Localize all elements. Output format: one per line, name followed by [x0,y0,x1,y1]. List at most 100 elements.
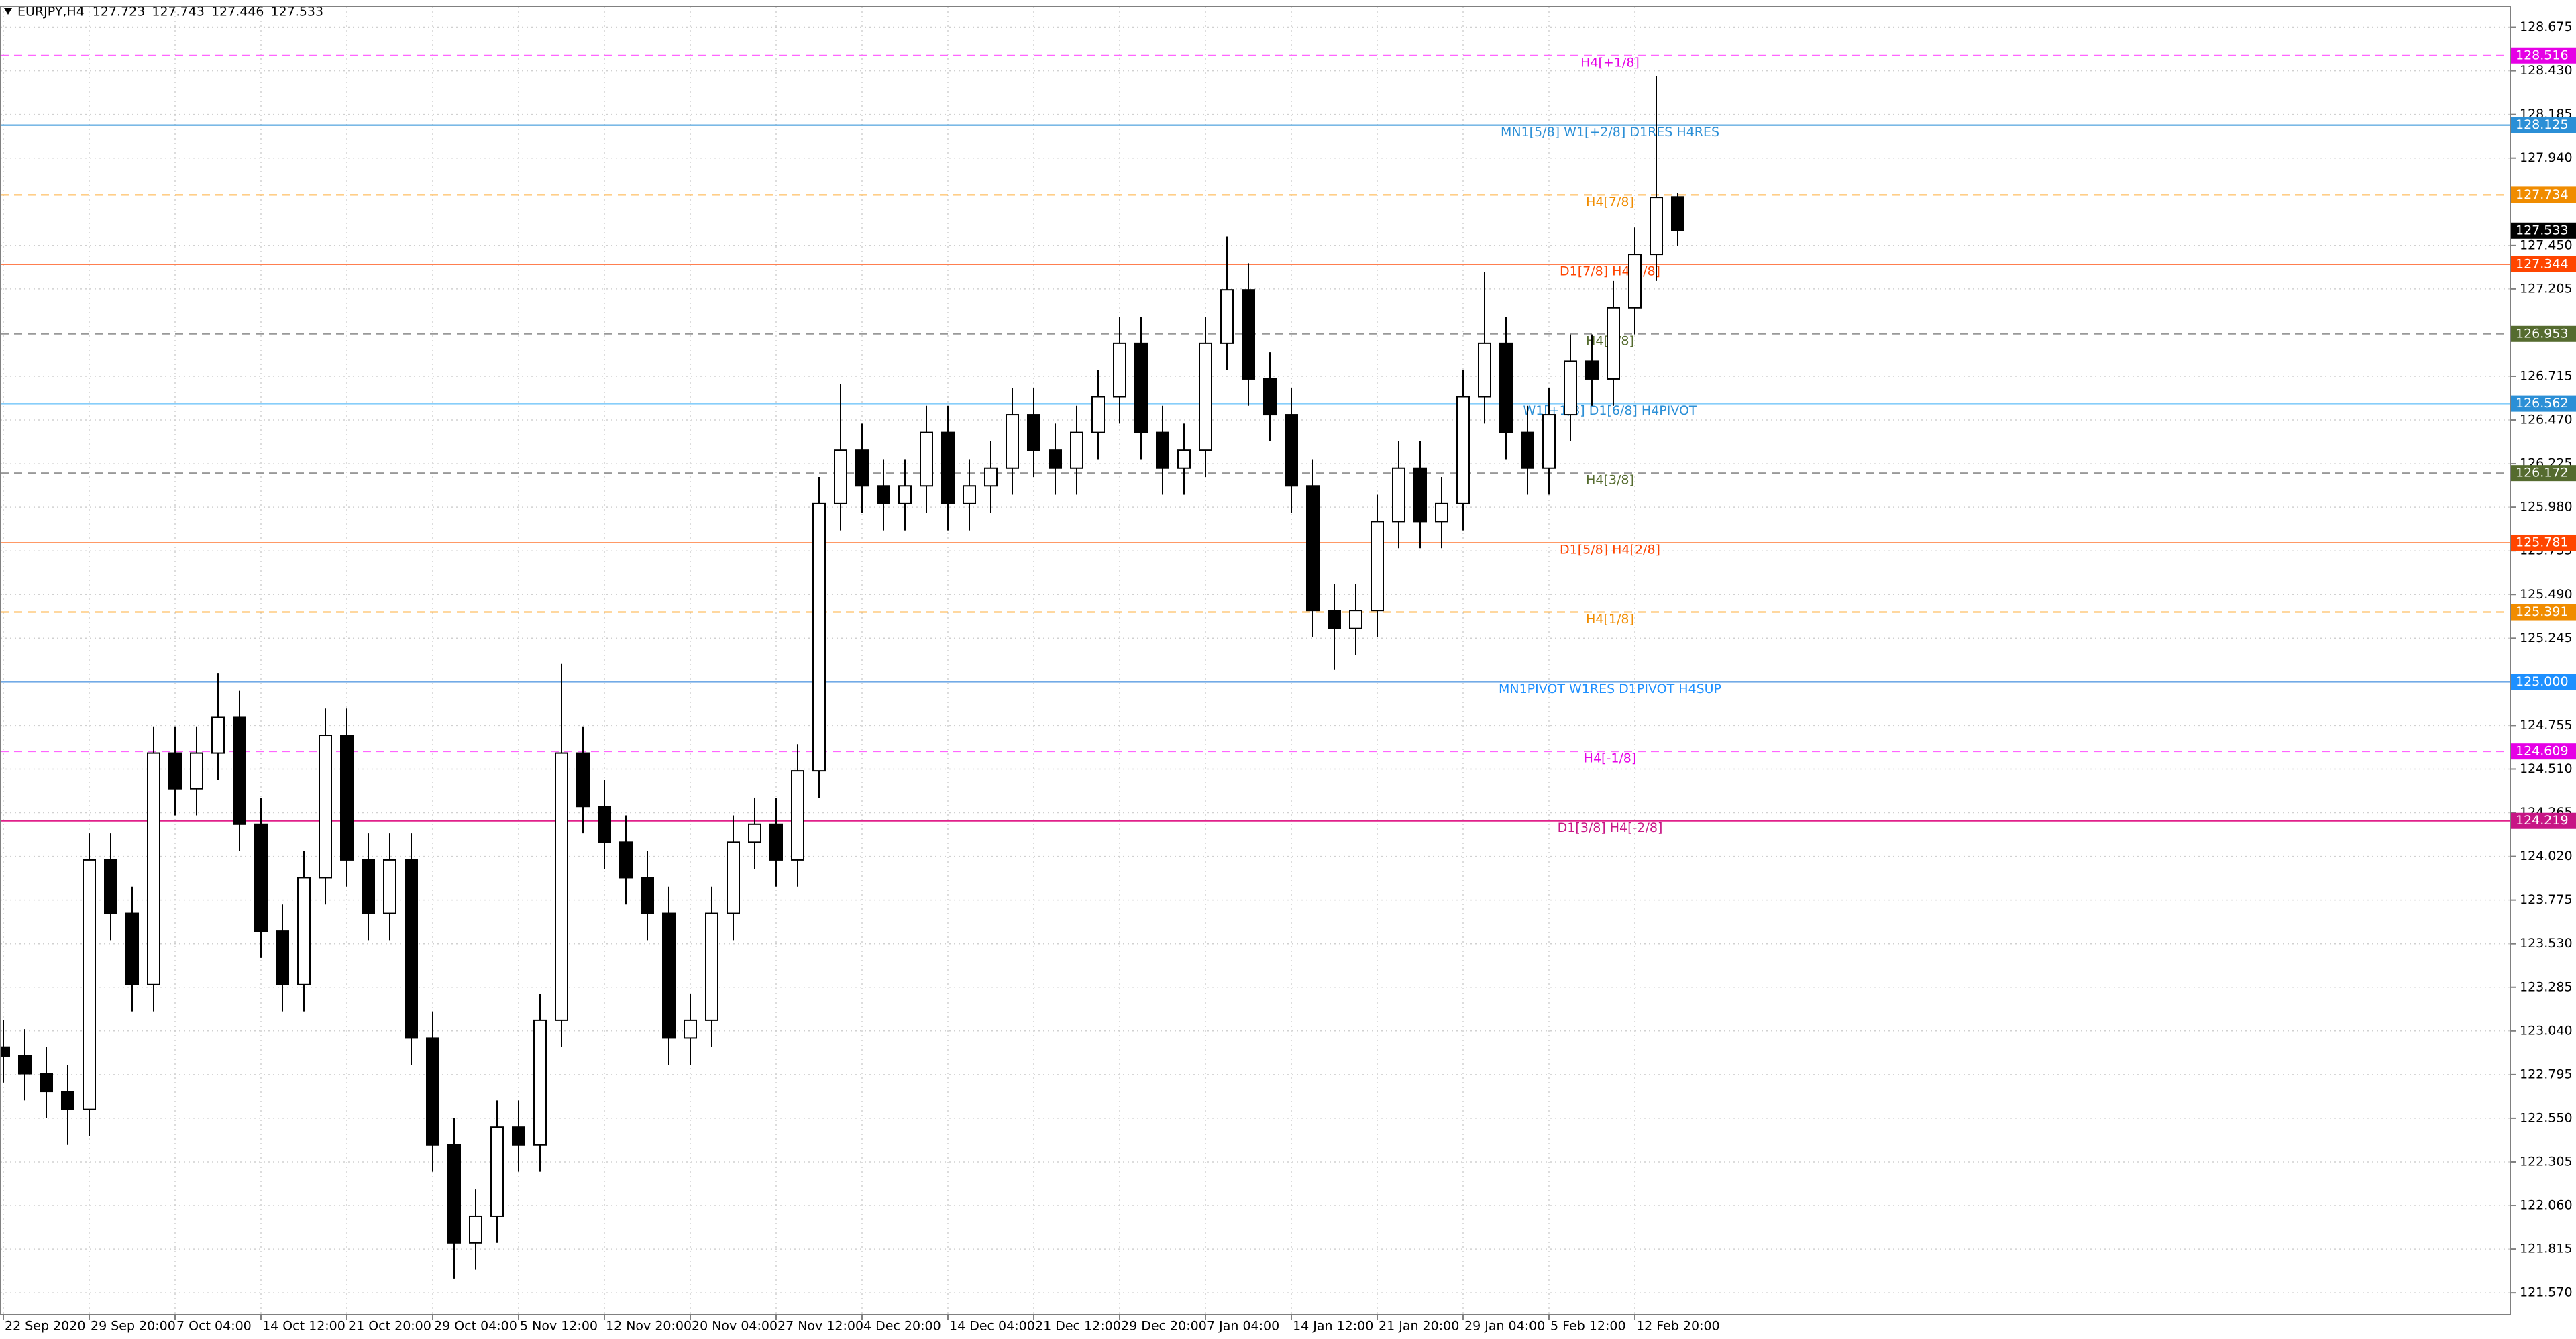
candles [0,76,1684,1279]
level-label: MN1PIVOT W1RES D1PIVOT H4SUP [1499,682,1721,696]
candle-body [211,716,225,754]
candle-body [1435,502,1448,523]
candle-body [1392,467,1405,523]
candle-body [855,449,869,487]
x-tick-label: 29 Sep 20:00 [91,1319,176,1334]
price-box [2510,812,2576,829]
grid [1,7,2510,1314]
candle-body [1349,610,1362,629]
candle-body [147,752,160,985]
levels: H4[+1/8] MN1[5/8] W1[+2/8] D1RES H4RES H4[… [1,54,2510,835]
candle-body [1456,396,1470,504]
candle-body [233,716,246,825]
candle-body [18,1055,32,1075]
x-tick-label: 29 Oct 04:00 [434,1319,517,1334]
candle-body [1564,360,1577,416]
price-box [2510,395,2576,412]
candle-body [1220,289,1234,344]
candle-body [769,823,783,861]
candle-body [1607,307,1620,380]
level-label: D1[5/8] H4[2/8] [1560,542,1660,557]
price-box-label: 125.391 [2516,604,2569,619]
x-tick-label: 12 Nov 20:00 [606,1319,692,1334]
candle-body [1156,431,1169,469]
candle-body [1628,254,1642,309]
candle-body [1006,414,1019,469]
menu-arrow[interactable] [4,8,12,15]
y-tick-label: 122.060 [2520,1198,2573,1213]
candle-body [834,449,847,504]
candle-body [941,431,955,504]
y-tick-label: 127.450 [2520,237,2573,252]
price-box-label: 125.000 [2516,674,2569,689]
candle-body [877,485,890,504]
candle-body [1199,342,1212,451]
x-tick-label: 7 Oct 04:00 [176,1319,252,1334]
price-box-label: 127.344 [2516,256,2569,271]
x-tick-label: 4 Dec 20:00 [863,1319,941,1334]
y-tick-label: 123.285 [2520,979,2573,994]
plot-frame [0,6,2511,1315]
candle-body [1671,196,1684,231]
y-tick-label: 122.550 [2520,1110,2573,1125]
y-tick-label: 125.490 [2520,587,2573,602]
candle-body [705,912,718,1021]
y-tick-label: 124.510 [2520,761,2573,776]
candle-body [190,752,203,790]
chart-title: EURJPY,H4 [17,5,85,19]
candle-body [1650,197,1663,256]
candle-body [125,912,139,985]
level-label: H4[7/8] [1586,195,1634,209]
candle-body [1585,360,1599,380]
price-box-label: 126.172 [2516,466,2569,480]
candle-body [791,770,804,861]
y-tick-label: 123.040 [2520,1023,2573,1038]
x-tick-label: 12 Feb 20:00 [1636,1319,1720,1334]
candle-body [727,841,740,914]
candle-body [920,431,933,487]
level-label: H4[-1/8] [1584,751,1637,766]
header-open: 127.723 [93,5,146,19]
candle-body [340,735,354,861]
candle-body [426,1037,439,1146]
price-box-label: 127.734 [2516,187,2569,202]
x-tick-label: 5 Feb 12:00 [1550,1319,1626,1334]
candle-body [490,1126,504,1217]
candle-body [619,841,633,879]
candle-body [168,752,182,790]
candle-body [297,877,311,985]
candle-body [40,1073,53,1093]
candle-body [1070,431,1083,469]
y-tick-label: 122.305 [2520,1154,2573,1169]
price-box [2510,534,2576,551]
candle-body [1328,610,1341,629]
candle-body [1413,467,1427,523]
x-tick-label: 27 Nov 12:00 [777,1319,863,1334]
candle-body [984,467,998,487]
candle-body [963,485,976,504]
candle-body [1177,449,1191,469]
candle-body [1521,431,1534,469]
price-box-label: 124.219 [2516,813,2569,828]
price-box [2510,47,2576,64]
candle-body [1242,289,1255,380]
candle-body [104,859,117,914]
price-box-label: 126.562 [2516,396,2569,411]
price-box-label: 125.781 [2516,535,2569,549]
y-tick-label: 126.715 [2520,368,2573,383]
level-label: MN1[5/8] W1[+2/8] D1RES H4RES [1501,125,1719,140]
candle-body [812,502,826,772]
x-tick-label: 22 Sep 2020 [5,1319,85,1334]
price-box-label: 124.609 [2516,744,2569,759]
price-box [2510,256,2576,272]
price-box [2510,743,2576,760]
candle-body [641,877,654,914]
x-tick-label: 5 Nov 12:00 [520,1319,598,1334]
level-label: H4[3/8] [1586,473,1634,488]
axis: 128.675128.430128.185127.940127.450127.2… [3,19,2576,1334]
candle-body [254,823,268,932]
header-close: 127.533 [271,5,324,19]
candle-body [1263,378,1277,416]
candle-body [319,735,332,879]
